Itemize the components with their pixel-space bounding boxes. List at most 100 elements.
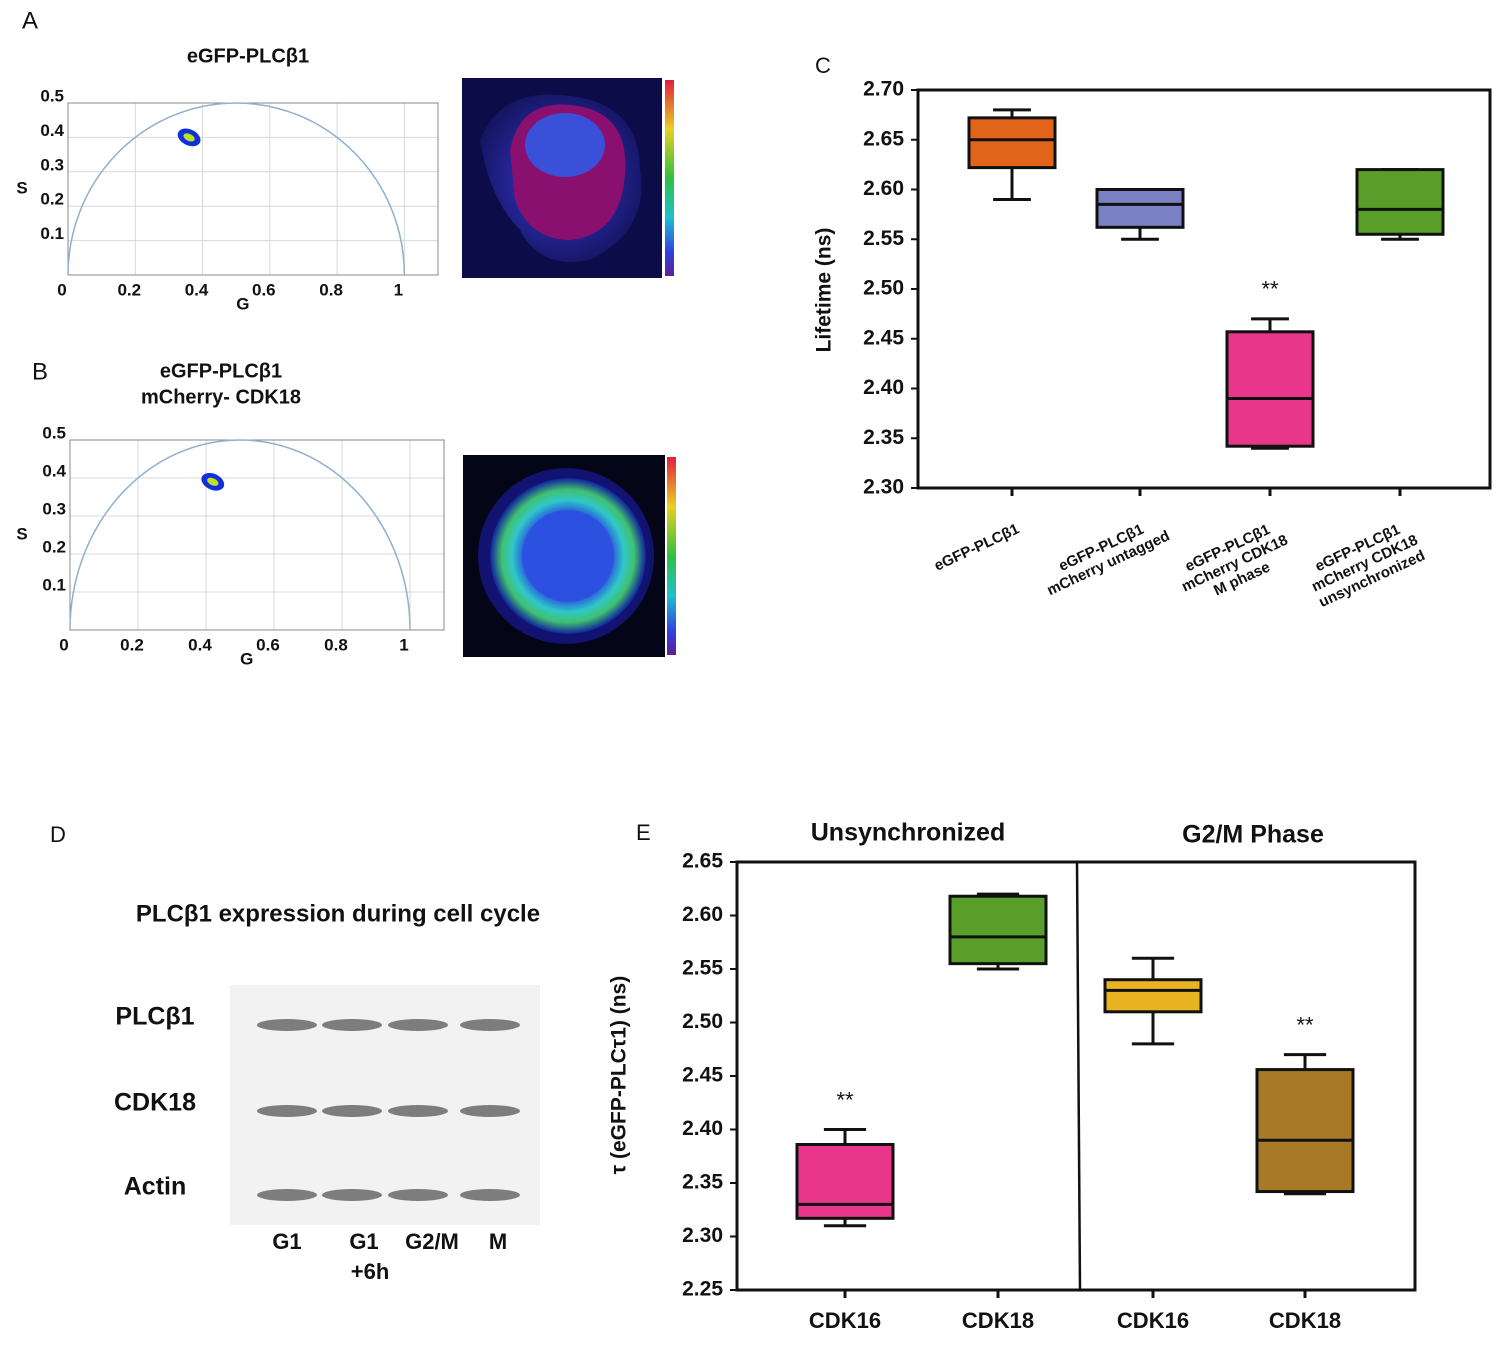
y-axis-label: Lifetime (ns): [813, 228, 836, 353]
y-axis-label: S: [16, 524, 27, 543]
band: [322, 1019, 382, 1031]
box: [1225, 330, 1315, 448]
y-tick-label: 0.5: [42, 423, 66, 442]
band: [322, 1189, 382, 1201]
phasor-cluster-core: [183, 133, 195, 142]
y-tick-label: 0.1: [42, 575, 66, 594]
x-tick-label: eGFP-PLCβ1mCherry CDK18unsynchronized: [1302, 516, 1428, 611]
box-plot: E 2.25 2.30 2.35 2.40 2.45 2.50 2.55 2.60 2.65 τ (…: [608, 819, 1417, 1333]
band: [460, 1105, 520, 1117]
y-tick-label: 2.55: [682, 957, 723, 980]
y-tick-label: 2.60: [682, 903, 723, 926]
y-tick-label: 0.3: [42, 499, 66, 518]
x-tick-label: 0.8: [319, 280, 343, 299]
band: [388, 1019, 448, 1031]
x-axis-label: G: [240, 649, 253, 668]
panel-label: B: [32, 358, 48, 385]
significance: **: [836, 1087, 854, 1112]
group-title: G2/M Phase: [1182, 821, 1324, 849]
x-tick-label: 1: [394, 280, 403, 299]
box: [1103, 978, 1203, 1014]
x-tick-label: 0.6: [252, 280, 276, 299]
x-tick-label: CDK16: [1117, 1308, 1189, 1333]
y-tick-label: 2.65: [863, 127, 904, 150]
x-tick-label: 0: [59, 635, 68, 654]
band: [460, 1189, 520, 1201]
panel-label: A: [22, 7, 38, 34]
y-axis-label: S: [16, 178, 27, 197]
plot-frame: [67, 102, 439, 276]
x-tick-label: 0.4: [188, 635, 212, 654]
x-tick-label: 0.8: [324, 635, 348, 654]
y-tick-label: 2.30: [682, 1224, 723, 1247]
y-tick-label: 2.50: [863, 277, 904, 300]
x-tick-label: 1: [399, 635, 408, 654]
band: [388, 1105, 448, 1117]
column-label: +6h: [351, 1259, 390, 1284]
box: [1095, 188, 1185, 229]
band: [460, 1019, 520, 1031]
y-tick-label: 0.2: [40, 190, 64, 209]
x-tick-label: 0: [57, 280, 66, 299]
x-tick-label: 0.4: [185, 280, 209, 299]
band: [322, 1105, 382, 1117]
plot-frame: [735, 860, 1417, 1292]
cell-image: [462, 78, 674, 278]
plot-title: eGFP-PLCβ1: [187, 45, 309, 67]
y-tick-label: 0.3: [40, 155, 64, 174]
y-axis-label: τ (eGFP-PLCτ1) (ns): [608, 976, 631, 1174]
plot-frame: [69, 439, 445, 631]
y-tick-label: 2.45: [863, 326, 904, 349]
y-tick-label: 2.35: [682, 1171, 723, 1194]
band: [257, 1189, 317, 1201]
universal-circle: [69, 439, 411, 631]
band: [257, 1019, 317, 1031]
group-divider: [1075, 861, 1082, 1291]
x-tick-label: CDK18: [1269, 1308, 1341, 1333]
panel-label: D: [50, 822, 66, 847]
y-tick-label: 0.4: [42, 461, 66, 480]
column-label: G1: [272, 1229, 301, 1254]
y-tick-label: 2.35: [863, 426, 904, 449]
y-tick-label: 0.2: [42, 537, 66, 556]
y-tick-label: 0.5: [40, 86, 64, 105]
y-tick-label: 0.1: [40, 224, 64, 243]
group-title: Unsynchronized: [811, 819, 1005, 847]
box: [1255, 1068, 1355, 1194]
universal-circle: [67, 102, 406, 276]
row-label: PLCβ1: [115, 1003, 194, 1031]
band: [388, 1189, 448, 1201]
x-tick-label: eGFP-PLCβ1: [932, 520, 1022, 574]
panel-label: C: [815, 53, 831, 78]
y-tick-label: 2.45: [682, 1064, 723, 1087]
y-tick-label: 2.55: [863, 227, 904, 250]
x-tick-label: 0.6: [256, 635, 280, 654]
box: [948, 894, 1048, 966]
x-tick-label: eGFP-PLCβ1mCherry CDK18M phase: [1172, 516, 1298, 611]
column-label: G1: [349, 1229, 378, 1254]
plot-frame: [916, 88, 1492, 490]
plot-title: eGFP-PLCβ1: [160, 360, 282, 382]
x-tick-label: CDK16: [809, 1308, 881, 1333]
y-tick-label: 2.65: [682, 850, 723, 873]
x-tick-label: 0.2: [120, 635, 144, 654]
western-blot: D PLCβ1 expression during cell cycle PLCβ1…: [50, 822, 540, 1284]
column-label: M: [489, 1229, 507, 1254]
x-tick-label: eGFP-PLCβ1mCherry untagged: [1037, 512, 1172, 599]
box: [795, 1142, 895, 1220]
box: [1355, 168, 1445, 236]
band: [257, 1105, 317, 1117]
panel-label: E: [636, 820, 651, 845]
column-label: G2/M: [405, 1229, 459, 1254]
row-label: CDK18: [114, 1089, 196, 1117]
y-tick-label: 2.70: [863, 78, 904, 101]
y-tick-label: 2.40: [682, 1117, 723, 1140]
significance: **: [1296, 1012, 1314, 1037]
x-axis-label: G: [236, 294, 249, 313]
phasor-cluster-core: [207, 477, 219, 486]
y-tick-label: 2.50: [682, 1010, 723, 1033]
blot-title: PLCβ1 expression during cell cycle: [136, 900, 540, 927]
